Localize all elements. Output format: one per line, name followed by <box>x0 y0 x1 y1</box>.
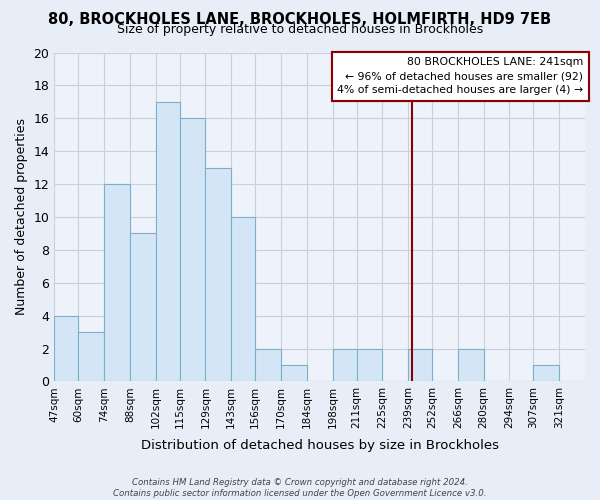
Bar <box>231 217 255 382</box>
Bar <box>458 348 484 382</box>
Text: 80, BROCKHOLES LANE, BROCKHOLES, HOLMFIRTH, HD9 7EB: 80, BROCKHOLES LANE, BROCKHOLES, HOLMFIR… <box>49 12 551 28</box>
Bar <box>104 184 130 382</box>
Y-axis label: Number of detached properties: Number of detached properties <box>15 118 28 316</box>
Bar <box>281 365 307 382</box>
Text: 80 BROCKHOLES LANE: 241sqm
← 96% of detached houses are smaller (92)
4% of semi-: 80 BROCKHOLES LANE: 241sqm ← 96% of deta… <box>337 58 583 96</box>
Text: 80 BROCKHOLES LANE: 241sqm
← 96% of detached houses are smaller (92)
4% of semi-: 80 BROCKHOLES LANE: 241sqm ← 96% of deta… <box>337 58 583 96</box>
Bar <box>332 348 356 382</box>
Bar <box>155 102 179 382</box>
Bar <box>255 348 281 382</box>
Bar <box>179 118 205 382</box>
Text: Size of property relative to detached houses in Brockholes: Size of property relative to detached ho… <box>117 22 483 36</box>
Text: Contains HM Land Registry data © Crown copyright and database right 2024.
Contai: Contains HM Land Registry data © Crown c… <box>113 478 487 498</box>
Bar <box>130 234 155 382</box>
Bar <box>54 316 78 382</box>
Bar <box>205 168 231 382</box>
Bar <box>533 365 559 382</box>
Bar <box>408 348 432 382</box>
Bar <box>356 348 382 382</box>
X-axis label: Distribution of detached houses by size in Brockholes: Distribution of detached houses by size … <box>140 440 499 452</box>
Bar <box>78 332 104 382</box>
